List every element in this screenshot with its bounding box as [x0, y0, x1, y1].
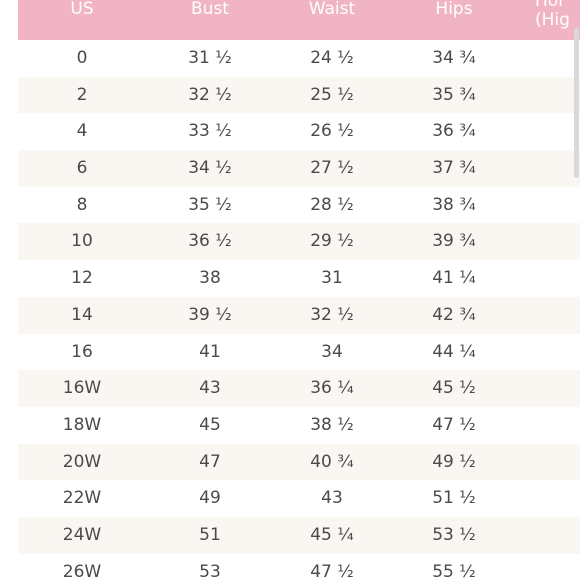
- cell-bust: 31 ½: [188, 48, 232, 68]
- cell-us: 8: [76, 194, 88, 215]
- cell-hips: 41 ¼: [432, 268, 476, 289]
- size-chart-table: US Bust Waist Hips Hol (Hig 0 31 ½ 24 ½ …: [18, 0, 580, 580]
- cell-hips: 47 ½: [432, 414, 476, 435]
- cell-us: 10: [71, 231, 93, 252]
- table-row: 20W 47 40 ¾ 49 ½: [18, 443, 580, 481]
- cell-us: 16W: [62, 378, 102, 399]
- cell-hips: 49 ½: [432, 451, 476, 472]
- table-row: 22W 49 43 51 ½: [18, 480, 580, 517]
- cell-waist: 28 ½: [310, 194, 354, 215]
- cell-bust: 38: [199, 268, 221, 289]
- cell-waist: 24 ½: [310, 48, 354, 68]
- cell-us: 6: [76, 158, 88, 179]
- header-waist: Waist: [308, 0, 356, 19]
- cell-waist: 32 ½: [310, 304, 354, 325]
- table-row: 0 31 ½ 24 ½ 34 ¾: [18, 40, 580, 77]
- cell-hips: 38 ¾: [432, 194, 476, 215]
- cell-bust: 47: [199, 451, 221, 472]
- cell-hips: 51 ½: [432, 488, 476, 509]
- header-cropped-line-2: (Hig: [535, 10, 570, 30]
- cell-hips: 39 ¾: [432, 231, 476, 252]
- cell-us: 18W: [62, 414, 102, 435]
- cell-waist: 26 ½: [310, 121, 354, 142]
- cell-hips: 37 ¾: [432, 158, 476, 179]
- table-row: 26W 53 47 ½ 55 ½: [18, 553, 580, 580]
- cell-hips: 34 ¾: [432, 48, 476, 68]
- table-row: 16W 43 36 ¼ 45 ½: [18, 370, 580, 407]
- cell-us: 24W: [62, 524, 102, 545]
- table-row: 16 41 34 44 ¼: [18, 333, 580, 371]
- cell-us: 2: [76, 84, 88, 105]
- cell-hips: 44 ¼: [432, 341, 476, 362]
- table-row: 4 33 ½ 26 ½ 36 ¾: [18, 113, 580, 151]
- header-hips: Hips: [435, 0, 473, 19]
- cell-us: 26W: [62, 561, 102, 580]
- cell-waist: 25 ½: [310, 84, 354, 105]
- cell-waist: 34: [321, 341, 343, 362]
- table-row: 12 38 31 41 ¼: [18, 260, 580, 297]
- table-body: 0 31 ½ 24 ½ 34 ¾ 2 32 ½ 25 ½ 35 ¾ 4 33 ½…: [18, 40, 580, 580]
- table-header-row: US Bust Waist Hips Hol (Hig: [18, 0, 580, 40]
- cell-bust: 36 ½: [188, 231, 232, 252]
- cell-bust: 41: [199, 341, 221, 362]
- cell-us: 0: [76, 48, 88, 68]
- cell-bust: 35 ½: [188, 194, 232, 215]
- header-bust: Bust: [191, 0, 229, 19]
- cell-hips: 36 ¾: [432, 121, 476, 142]
- cell-hips: 42 ¾: [432, 304, 476, 325]
- cell-waist: 40 ¾: [310, 451, 354, 472]
- cell-bust: 39 ½: [188, 304, 232, 325]
- cell-us: 16: [71, 341, 93, 362]
- cell-waist: 43: [321, 488, 343, 509]
- cell-hips: 53 ½: [432, 524, 476, 545]
- cell-waist: 31: [321, 268, 343, 289]
- cell-hips: 55 ½: [432, 561, 476, 580]
- cell-hips: 45 ½: [432, 378, 476, 399]
- table-row: 18W 45 38 ½ 47 ½: [18, 406, 580, 444]
- cell-bust: 33 ½: [188, 121, 232, 142]
- header-us: US: [70, 0, 94, 19]
- vertical-scrollbar[interactable]: [573, 0, 580, 580]
- cell-waist: 27 ½: [310, 158, 354, 179]
- table-row: 2 32 ½ 25 ½ 35 ¾: [18, 76, 580, 114]
- cell-bust: 51: [199, 524, 221, 545]
- cell-hips: 35 ¾: [432, 84, 476, 105]
- cell-us: 12: [71, 268, 93, 289]
- cell-bust: 34 ½: [188, 158, 232, 179]
- cell-us: 14: [71, 304, 93, 325]
- table-row: 6 34 ½ 27 ½ 37 ¾: [18, 150, 580, 187]
- cell-waist: 29 ½: [310, 231, 354, 252]
- cell-bust: 49: [199, 488, 221, 509]
- cell-waist: 38 ½: [310, 414, 354, 435]
- cell-waist: 47 ½: [310, 561, 354, 580]
- cell-us: 22W: [62, 488, 102, 509]
- table-row: 10 36 ½ 29 ½ 39 ¾: [18, 223, 580, 261]
- cell-bust: 43: [199, 378, 221, 399]
- cell-bust: 45: [199, 414, 221, 435]
- cell-bust: 53: [199, 561, 221, 580]
- cell-bust: 32 ½: [188, 84, 232, 105]
- scrollbar-thumb[interactable]: [574, 28, 579, 178]
- header-cropped-line-1: Hol: [535, 0, 563, 11]
- cell-us: 20W: [62, 451, 102, 472]
- table-row: 24W 51 45 ¼ 53 ½: [18, 516, 580, 554]
- cell-us: 4: [76, 121, 88, 142]
- cell-waist: 36 ¼: [310, 378, 354, 399]
- cell-waist: 45 ¼: [310, 524, 354, 545]
- header-cropped-column: Hol (Hig: [535, 0, 580, 30]
- table-row: 14 39 ½ 32 ½ 42 ¾: [18, 296, 580, 334]
- table-row: 8 35 ½ 28 ½ 38 ¾: [18, 186, 580, 224]
